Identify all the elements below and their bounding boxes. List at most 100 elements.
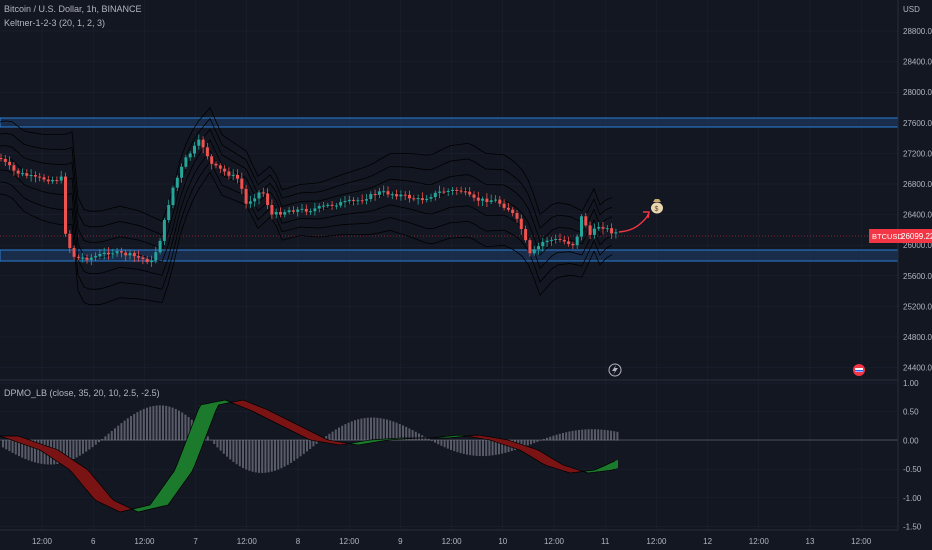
histogram-bar — [75, 440, 78, 458]
ribbon-segment — [496, 438, 498, 443]
candle-body — [85, 257, 89, 260]
ribbon-segment — [340, 442, 342, 445]
ribbon-segment — [362, 441, 364, 445]
histogram-bar — [616, 431, 619, 441]
time-tick-label: 8 — [296, 537, 301, 546]
candle-body — [485, 198, 489, 202]
ribbon-segment — [356, 442, 358, 445]
histogram-bar — [155, 405, 158, 441]
histogram-bar — [530, 440, 532, 445]
histogram-bar — [379, 418, 382, 441]
ribbon-segment — [144, 505, 146, 511]
candle-body — [395, 194, 399, 197]
price-axis[interactable]: USD 28800.00 28400.00 28000.00 27600.00 2720… — [897, 0, 932, 532]
ribbon-segment — [120, 503, 122, 512]
candle-body — [38, 176, 42, 178]
price-tick-label: 26800.00 — [903, 180, 932, 189]
ribbon-segment — [600, 466, 602, 472]
lightning-icon[interactable] — [608, 363, 622, 377]
ribbon-segment — [194, 415, 196, 468]
candle-body — [107, 252, 110, 255]
ribbon-segment — [88, 470, 90, 494]
price-candles[interactable] — [0, 134, 618, 267]
histogram-bar — [494, 440, 497, 455]
projection-arrow[interactable] — [618, 213, 649, 233]
ribbon-segment — [320, 436, 322, 442]
candle-body — [537, 246, 540, 250]
price-tick-label: 25200.00 — [903, 302, 932, 311]
histogram-bar — [539, 440, 542, 441]
ribbon-segment — [308, 430, 310, 440]
candle-body — [42, 177, 46, 180]
ribbon-segment — [96, 479, 98, 502]
histogram-bar — [350, 421, 353, 441]
candle-body — [403, 194, 407, 196]
money-bag-icon[interactable]: $ — [651, 199, 663, 214]
ribbon-segment — [572, 467, 574, 473]
candle-body — [601, 227, 605, 229]
ribbon-segment — [266, 409, 268, 419]
dpmo-legend[interactable]: DPMO_LB (close, 35, 20, 10, 2.5, -2.5) — [4, 388, 160, 398]
histogram-bar — [386, 419, 388, 441]
price-tag[interactable]: BTCUSD 26099.22 — [869, 229, 932, 243]
ribbon-segment — [154, 496, 156, 509]
price-tick-label: 26400.00 — [903, 211, 932, 220]
keltner-band-line — [0, 149, 613, 276]
ribbon-segment — [140, 506, 142, 512]
candle-body — [12, 165, 16, 171]
candle-body — [180, 166, 184, 178]
ribbon-segment — [72, 459, 74, 475]
histogram-bar — [437, 440, 440, 445]
histogram-bar — [168, 406, 171, 441]
ribbon-segment — [56, 449, 58, 462]
ribbon-segment — [476, 435, 478, 438]
keltner-legend[interactable]: Keltner-1-2-3 (20, 1, 2, 3) — [4, 18, 106, 28]
candle-body — [498, 199, 502, 204]
candle-body — [545, 240, 549, 243]
symbol-legend[interactable]: Bitcoin / U.S. Dollar, 1h, BINANCE — [4, 4, 142, 14]
price-tick-label: 25600.00 — [903, 272, 932, 281]
histogram-bar — [405, 426, 408, 441]
candle-body — [459, 190, 463, 192]
candle-body — [72, 248, 76, 257]
candle-body — [382, 191, 386, 193]
oscillator-fast-line — [0, 399, 616, 513]
ribbon-segment — [490, 437, 492, 441]
candle-body — [597, 227, 601, 229]
candle-body — [580, 216, 583, 237]
osc-tick-label: -0.50 — [903, 465, 922, 474]
histogram-bar — [8, 440, 11, 452]
price-tick-label: 28400.00 — [903, 58, 932, 67]
candle-body — [0, 158, 3, 159]
currency-label: USD — [903, 5, 920, 14]
ribbon-segment — [550, 457, 552, 468]
histogram-bar — [482, 440, 484, 457]
ribbon-segment — [332, 440, 334, 444]
histogram-bar — [411, 430, 414, 441]
resistance-zone[interactable] — [0, 117, 899, 128]
candle-body — [68, 233, 72, 249]
time-axis[interactable]: 12:00 6 12:00 7 12:00 8 12:00 9 12:00 10 12:00 11 12… — [0, 529, 932, 550]
histogram-bar — [584, 429, 587, 441]
ribbon-segment — [40, 443, 42, 452]
histogram-bar — [344, 424, 347, 441]
grid-lines — [0, 0, 898, 530]
histogram-bar — [152, 405, 155, 441]
ribbon-segment — [314, 433, 316, 441]
candle-body — [76, 256, 80, 258]
histogram-bar — [21, 440, 24, 458]
ribbon-segment — [184, 441, 186, 483]
candle-body — [494, 199, 497, 201]
ribbon-segment — [14, 436, 16, 442]
ribbon-segment — [334, 441, 336, 445]
histogram-bar — [581, 429, 584, 441]
ribbon-segment — [270, 411, 272, 421]
candle-body — [210, 156, 214, 164]
histogram-bar — [229, 440, 232, 460]
histogram-bar — [382, 418, 385, 441]
candle-body — [425, 198, 429, 201]
flag-icon[interactable] — [853, 364, 865, 376]
candle-body — [94, 256, 98, 258]
ribbon-segment — [482, 435, 484, 439]
